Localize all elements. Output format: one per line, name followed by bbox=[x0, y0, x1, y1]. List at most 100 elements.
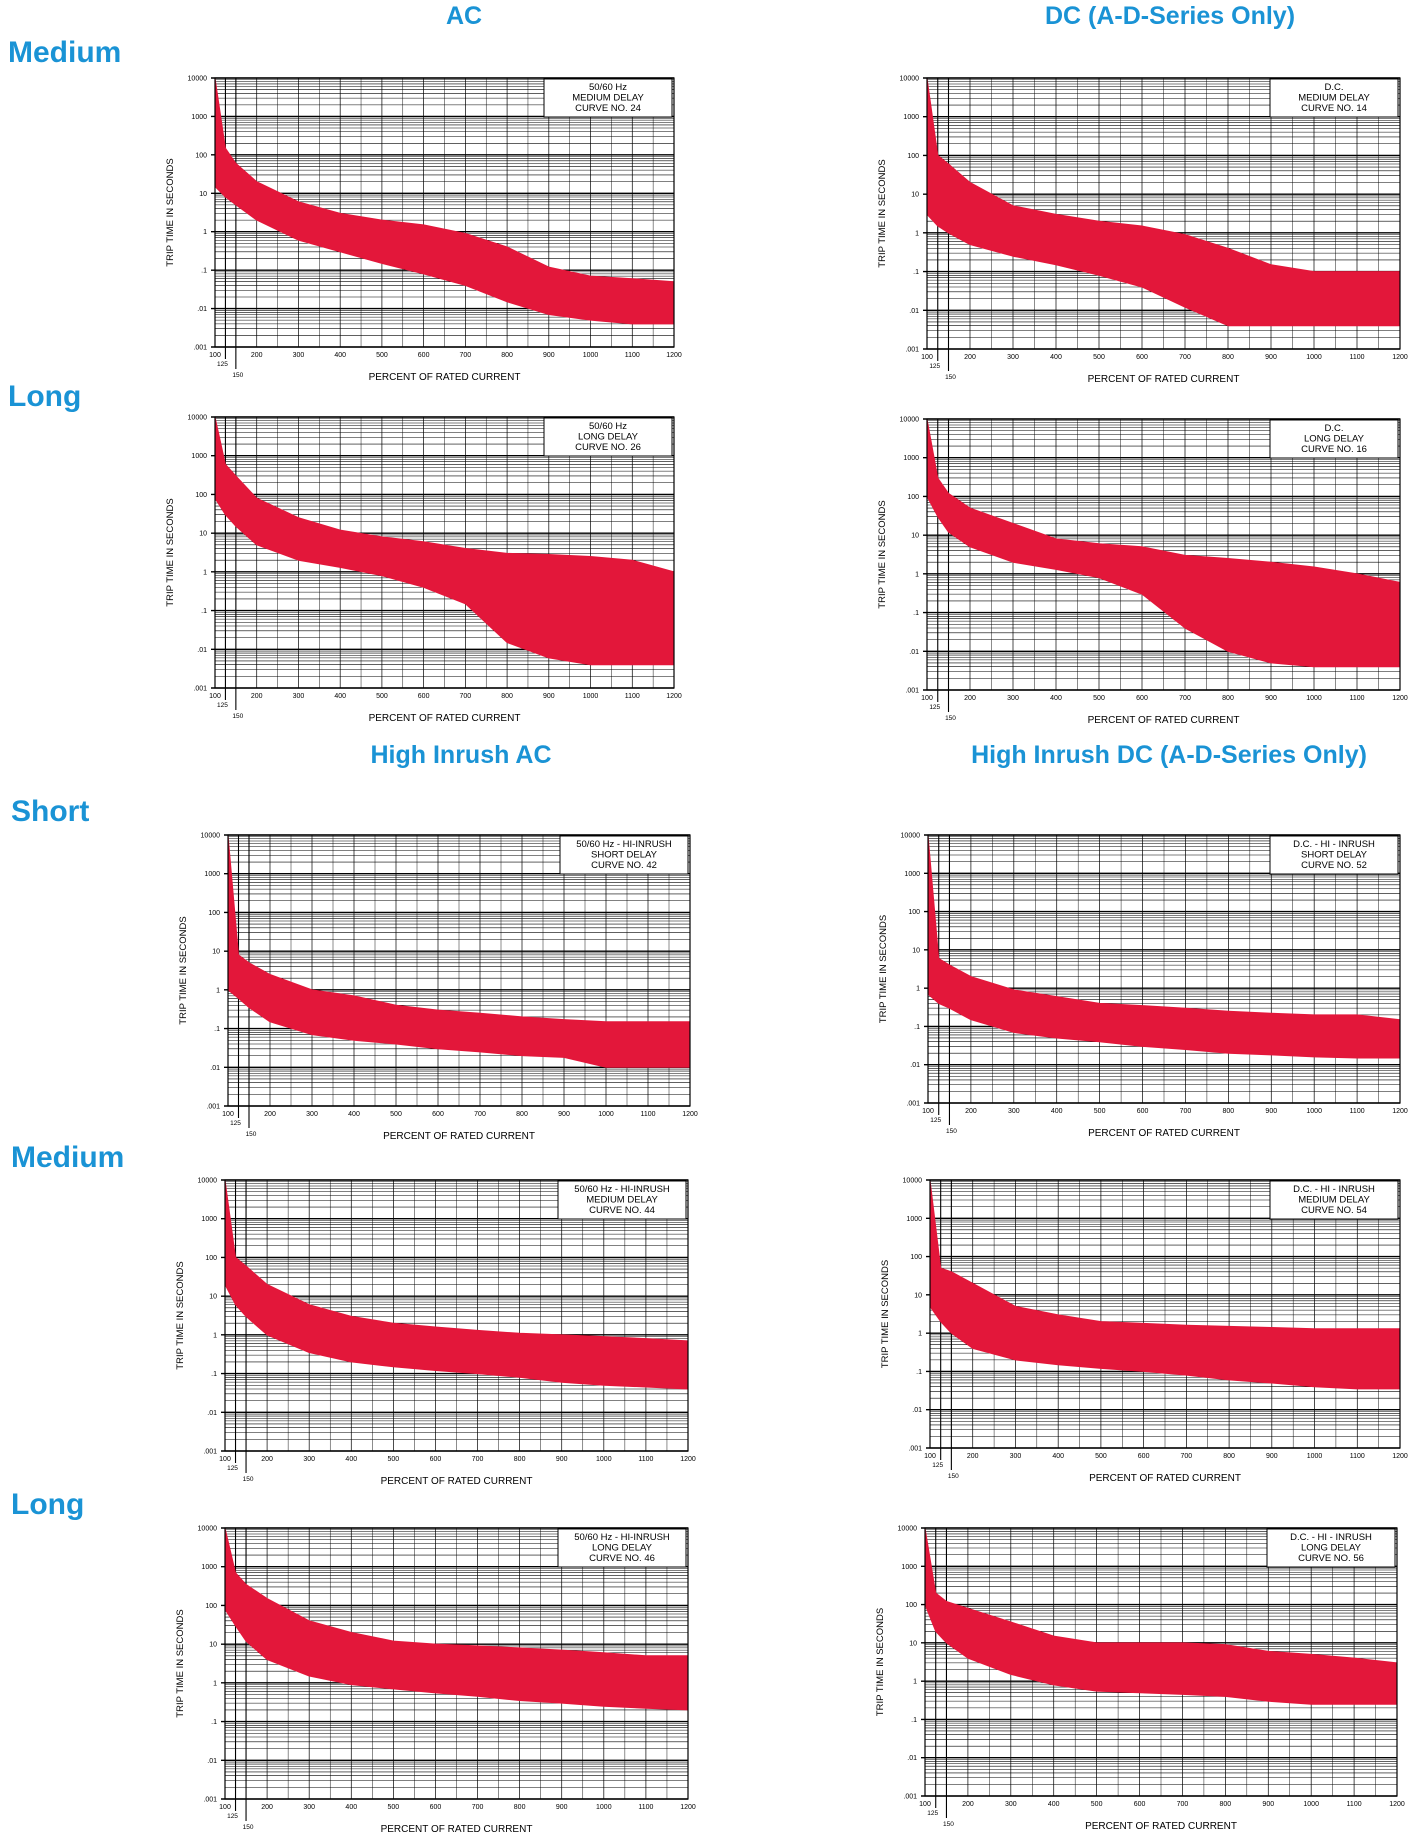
x-tick-label: 400 bbox=[1052, 1453, 1064, 1460]
x-tick-label: 500 bbox=[1093, 695, 1105, 702]
y-tick-label: 1000 bbox=[904, 871, 920, 878]
x-tick-label: 500 bbox=[376, 352, 388, 359]
x-tick-label: 800 bbox=[1223, 1453, 1235, 1460]
x-tick-label: 900 bbox=[556, 1456, 568, 1463]
x-tick-label: 700 bbox=[460, 693, 472, 700]
y-tick-label: .001 bbox=[193, 686, 207, 693]
y-tick-label: 10 bbox=[209, 1642, 217, 1649]
legend-box bbox=[1269, 835, 1399, 875]
legend-text: SHORT DELAY bbox=[591, 850, 658, 861]
y-tick-label: 10000 bbox=[901, 833, 921, 840]
x-tick-label: 1000 bbox=[583, 352, 599, 359]
x-axis-title: PERCENT OF RATED CURRENT bbox=[1089, 1473, 1241, 1484]
x-tick-label: 1000 bbox=[1306, 1108, 1322, 1115]
y-tick-label: .001 bbox=[203, 1797, 217, 1804]
legend-text: CURVE NO. 16 bbox=[1301, 444, 1367, 455]
y-tick-label: 100 bbox=[907, 494, 919, 501]
legend-text: LONG DELAY bbox=[592, 1543, 653, 1554]
y-tick-label: .01 bbox=[912, 1407, 922, 1414]
y-tick-label: 1000 bbox=[903, 114, 919, 121]
legend-text: CURVE NO. 14 bbox=[1301, 103, 1367, 114]
plot-frame bbox=[224, 1527, 689, 1800]
y-tick-label: .001 bbox=[203, 1449, 217, 1456]
x-tick-label: 1200 bbox=[680, 1804, 696, 1811]
legend-text: CURVE NO. 56 bbox=[1298, 1553, 1364, 1564]
x-axis-title: PERCENT OF RATED CURRENT bbox=[381, 1476, 533, 1487]
x-tick-label: 200 bbox=[261, 1456, 273, 1463]
x-tick-label: 300 bbox=[303, 1456, 315, 1463]
y-tick-label: 10 bbox=[209, 1294, 217, 1301]
y-tick-label: 10 bbox=[914, 1292, 922, 1299]
x-tick-label: 300 bbox=[1007, 695, 1019, 702]
x-axis-title: PERCENT OF RATED CURRENT bbox=[1088, 374, 1240, 385]
x-tick-label: 600 bbox=[418, 352, 430, 359]
y-tick-label: 10 bbox=[199, 191, 207, 198]
row-header-short: Short bbox=[11, 795, 90, 828]
y-tick-label: 100 bbox=[195, 492, 207, 499]
x-tick-label: 1100 bbox=[640, 1111, 655, 1118]
legend-text: LONG DELAY bbox=[578, 432, 639, 443]
y-tick-label: 10000 bbox=[903, 1178, 923, 1185]
x-tick-label: 700 bbox=[472, 1804, 484, 1811]
x-tick-label: 100 bbox=[924, 1453, 936, 1460]
y-tick-label: .01 bbox=[197, 306, 207, 313]
legend-text: LONG DELAY bbox=[1304, 434, 1365, 445]
row-header-medium-hi: Medium bbox=[11, 1141, 125, 1174]
y-tick-label: 100 bbox=[205, 1603, 217, 1610]
legend-text: 50/60 Hz - HI-INRUSH bbox=[574, 1184, 670, 1195]
legend-text: CURVE NO. 24 bbox=[575, 103, 641, 114]
legend-text: CURVE NO. 46 bbox=[589, 1553, 655, 1564]
y-tick-label: 1 bbox=[916, 986, 920, 993]
y-tick-label: 1000 bbox=[204, 871, 220, 878]
y-tick-label: .1 bbox=[214, 1026, 220, 1033]
x-tick-label: 600 bbox=[432, 1111, 444, 1118]
y-tick-label: .001 bbox=[903, 1794, 917, 1801]
x-tick-label: 700 bbox=[1177, 1801, 1189, 1808]
y-tick-label: 1000 bbox=[201, 1216, 217, 1223]
x-tick-label: 400 bbox=[334, 693, 346, 700]
x-tick-label: 700 bbox=[1180, 1108, 1192, 1115]
legend-text: D.C. - HI - INRUSH bbox=[1290, 1532, 1372, 1543]
y-tick-label: 1000 bbox=[191, 114, 207, 121]
legend-text: CURVE NO. 26 bbox=[575, 442, 641, 453]
x-tick-label: 500 bbox=[388, 1456, 400, 1463]
legend-box bbox=[1269, 78, 1399, 118]
x-tick-label: 300 bbox=[293, 693, 305, 700]
x-tick-label: 800 bbox=[501, 693, 513, 700]
x-special-label: 150 bbox=[243, 1824, 254, 1831]
x-axis-title: PERCENT OF RATED CURRENT bbox=[1088, 1128, 1240, 1139]
y-tick-label: .1 bbox=[201, 268, 207, 275]
x-special-label: 125 bbox=[227, 1465, 238, 1472]
legend-text: MEDIUM DELAY bbox=[572, 93, 644, 104]
x-tick-label: 100 bbox=[921, 354, 933, 361]
y-axis-title: TRIP TIME IN SECONDS bbox=[178, 916, 189, 1024]
x-tick-label: 800 bbox=[514, 1456, 526, 1463]
x-tick-label: 600 bbox=[430, 1456, 442, 1463]
y-tick-label: .01 bbox=[197, 647, 207, 654]
x-special-label: 125 bbox=[217, 361, 228, 368]
x-tick-label: 1100 bbox=[638, 1456, 653, 1463]
x-tick-label: 1200 bbox=[1392, 1453, 1408, 1460]
x-tick-label: 300 bbox=[1007, 354, 1019, 361]
x-tick-label: 700 bbox=[474, 1111, 486, 1118]
x-tick-label: 900 bbox=[1262, 1801, 1274, 1808]
x-tick-label: 400 bbox=[334, 352, 346, 359]
y-tick-label: 100 bbox=[205, 1255, 217, 1262]
plot-frame bbox=[929, 1179, 1401, 1449]
x-tick-label: 400 bbox=[1048, 1801, 1060, 1808]
row-header-long-hi: Long bbox=[11, 1488, 85, 1521]
y-axis-title: TRIP TIME IN SECONDS bbox=[175, 1609, 186, 1717]
plot-frame bbox=[926, 418, 1401, 691]
legend-box bbox=[1269, 1180, 1399, 1220]
legend-text: D.C. bbox=[1325, 423, 1344, 434]
legend-box bbox=[557, 1180, 687, 1220]
x-tick-label: 500 bbox=[1093, 354, 1105, 361]
y-tick-label: .001 bbox=[908, 1446, 922, 1453]
plot-frame bbox=[926, 77, 1401, 350]
y-tick-label: .1 bbox=[201, 608, 207, 615]
x-tick-label: 1100 bbox=[1349, 695, 1364, 702]
y-tick-label: 1000 bbox=[901, 1564, 917, 1571]
